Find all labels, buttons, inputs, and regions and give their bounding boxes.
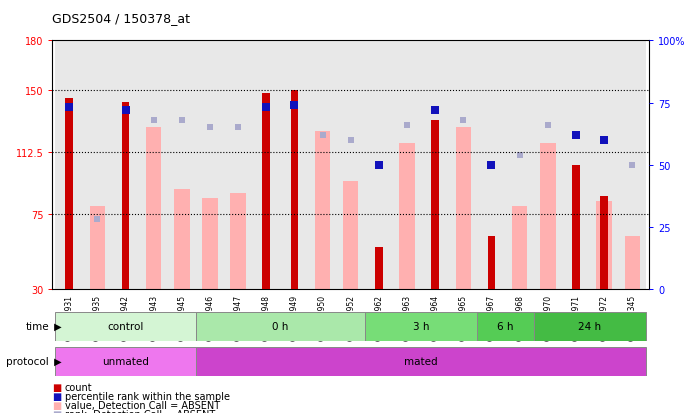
Bar — [55, 347, 196, 376]
Bar — [625, 236, 640, 289]
Bar — [505, 41, 534, 289]
Bar — [477, 41, 505, 289]
Bar — [393, 41, 421, 289]
Bar — [540, 144, 556, 289]
Bar — [399, 144, 415, 289]
Text: 3 h: 3 h — [413, 321, 429, 331]
Bar — [89, 206, 105, 289]
Text: percentile rank within the sample: percentile rank within the sample — [65, 391, 230, 401]
Bar — [365, 312, 477, 341]
Text: ■: ■ — [52, 382, 61, 392]
Bar — [262, 94, 270, 289]
Bar — [534, 312, 646, 341]
Text: GDS2504 / 150378_at: GDS2504 / 150378_at — [52, 12, 191, 25]
Text: mated: mated — [404, 356, 438, 366]
Bar — [168, 41, 196, 289]
Bar — [196, 347, 646, 376]
Bar — [202, 198, 218, 289]
Bar — [55, 312, 196, 341]
Bar — [336, 41, 365, 289]
Text: ■: ■ — [52, 400, 61, 410]
Bar — [421, 41, 450, 289]
Bar — [290, 91, 298, 289]
Text: 24 h: 24 h — [579, 321, 602, 331]
Bar — [512, 206, 528, 289]
Bar — [375, 248, 383, 289]
Bar — [140, 41, 168, 289]
Text: ■: ■ — [52, 391, 61, 401]
Bar — [196, 41, 224, 289]
Bar — [365, 41, 393, 289]
Bar — [230, 193, 246, 289]
Bar — [431, 121, 439, 289]
Text: 0 h: 0 h — [272, 321, 288, 331]
Bar — [121, 102, 130, 289]
Bar — [534, 41, 562, 289]
Bar — [572, 165, 580, 289]
Text: unmated: unmated — [102, 356, 149, 366]
Text: value, Detection Call = ABSENT: value, Detection Call = ABSENT — [65, 400, 220, 410]
Bar — [83, 41, 112, 289]
Bar — [477, 312, 534, 341]
Bar — [562, 41, 590, 289]
Text: control: control — [107, 321, 144, 331]
Bar — [252, 41, 281, 289]
Bar — [224, 41, 252, 289]
Bar — [600, 197, 608, 289]
Bar — [281, 41, 309, 289]
Text: ■: ■ — [52, 409, 61, 413]
Text: count: count — [65, 382, 93, 392]
Bar — [450, 41, 477, 289]
Bar — [596, 202, 612, 289]
Bar — [66, 99, 73, 289]
Text: protocol: protocol — [6, 356, 49, 366]
Bar — [315, 132, 330, 289]
Bar — [174, 190, 190, 289]
Bar — [146, 127, 161, 289]
Text: ▶: ▶ — [51, 356, 61, 366]
Text: ▶: ▶ — [51, 321, 61, 331]
Bar — [590, 41, 618, 289]
Bar — [456, 127, 471, 289]
Text: 6 h: 6 h — [497, 321, 514, 331]
Text: rank, Detection Call = ABSENT: rank, Detection Call = ABSENT — [65, 409, 215, 413]
Bar — [343, 182, 359, 289]
Bar — [112, 41, 140, 289]
Bar — [55, 41, 83, 289]
Text: time: time — [25, 321, 49, 331]
Bar — [618, 41, 646, 289]
Bar — [196, 312, 365, 341]
Bar — [488, 236, 496, 289]
Bar — [309, 41, 336, 289]
